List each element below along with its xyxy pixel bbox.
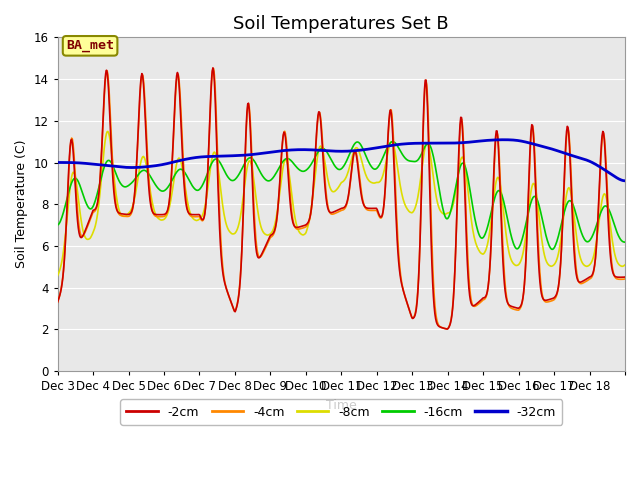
Y-axis label: Soil Temperature (C): Soil Temperature (C) bbox=[15, 140, 28, 268]
X-axis label: Time: Time bbox=[326, 399, 356, 412]
Text: BA_met: BA_met bbox=[66, 39, 114, 52]
Legend: -2cm, -4cm, -8cm, -16cm, -32cm: -2cm, -4cm, -8cm, -16cm, -32cm bbox=[120, 399, 563, 425]
Title: Soil Temperatures Set B: Soil Temperatures Set B bbox=[234, 15, 449, 33]
